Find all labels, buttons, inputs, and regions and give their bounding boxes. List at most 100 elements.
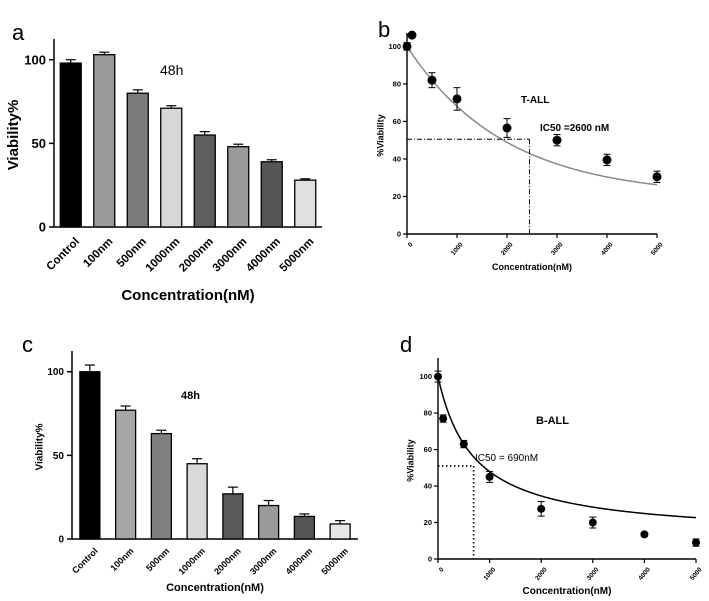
category-label: 5000nm — [319, 546, 350, 577]
x-axis-title: Concentration(nM) — [492, 262, 572, 272]
y-axis-title: Viability% — [35, 423, 46, 470]
bar — [293, 515, 316, 540]
bar — [114, 409, 137, 540]
data-point — [439, 414, 448, 423]
series-label: B-ALL — [536, 415, 569, 427]
bar — [260, 161, 283, 228]
y-axis-title: Viability% — [5, 100, 22, 171]
bar — [222, 493, 244, 540]
y-tick-label: 100 — [388, 42, 401, 51]
fit-curve — [437, 376, 697, 519]
bar — [126, 92, 149, 228]
category-label: 500nm — [144, 546, 171, 573]
category-label: Control — [45, 236, 82, 273]
bar — [160, 107, 183, 228]
x-tick-label: 3000 — [550, 241, 565, 257]
annotation-48h: 48h — [181, 390, 200, 402]
category-label: 100nm — [108, 546, 135, 573]
category-label: 1000nm — [176, 546, 207, 577]
y-tick-label: 20 — [424, 518, 432, 527]
bar — [150, 432, 173, 540]
bar — [59, 62, 82, 228]
data-point — [502, 123, 512, 133]
y-tick-label: 80 — [393, 79, 401, 88]
bar — [186, 463, 208, 540]
y-tick-label: 80 — [424, 409, 432, 418]
data-point — [602, 155, 612, 165]
category-label: 4000nm — [244, 236, 283, 275]
category-label: 3000nm — [248, 546, 279, 577]
bar — [227, 146, 250, 228]
y-tick-label: 0 — [428, 555, 432, 564]
data-point — [427, 75, 437, 85]
data-point — [434, 372, 442, 381]
data-point — [552, 135, 562, 145]
category-label: 1000nm — [144, 236, 183, 275]
x-tick-label: 1000 — [450, 241, 465, 257]
category-label: 5000nm — [278, 236, 317, 275]
ic50-label: IC50 =2600 nM — [540, 123, 609, 134]
x-tick-label: 0 — [438, 566, 446, 574]
x-tick-label: 5000 — [689, 566, 704, 582]
ic50-label: IC50 = 690nM — [475, 453, 538, 464]
y-tick-label: 50 — [32, 136, 46, 151]
data-point — [588, 518, 597, 527]
data-point — [452, 94, 462, 104]
category-label: Control — [70, 546, 100, 576]
bar — [79, 371, 101, 540]
y-tick-label: 20 — [393, 192, 401, 201]
x-axis-title: Concentration(nM) — [121, 287, 254, 304]
y-tick-label: 40 — [424, 482, 432, 491]
y-tick-label: 100 — [47, 367, 64, 378]
data-point — [537, 504, 546, 513]
category-label: 3000nm — [211, 236, 250, 275]
data-point — [407, 30, 417, 40]
panel-label: c — [22, 332, 33, 357]
category-label: 2000nm — [212, 546, 243, 577]
x-tick-label: 4000 — [600, 241, 615, 257]
data-point — [652, 172, 662, 182]
y-tick-label: 100 — [24, 52, 46, 67]
panel-label: a — [12, 20, 25, 45]
x-tick-label: 4000 — [637, 566, 652, 582]
y-tick-label: 60 — [393, 117, 401, 126]
y-axis-title: %Viability — [405, 439, 415, 481]
y-tick-label: 50 — [53, 451, 65, 462]
bar — [193, 134, 216, 228]
x-tick-label: 2000 — [500, 241, 515, 257]
x-tick-label: 2000 — [534, 566, 549, 582]
x-tick-label: 1000 — [483, 566, 498, 582]
series-label: T-ALL — [521, 95, 549, 106]
data-point — [485, 472, 494, 481]
y-tick-label: 60 — [424, 445, 432, 454]
bar — [93, 54, 116, 228]
y-tick-label: 40 — [393, 154, 401, 163]
fit-curve — [406, 45, 658, 186]
panel-label: d — [400, 332, 412, 357]
data-point — [459, 440, 468, 449]
bar — [294, 179, 317, 228]
chart-panel-c: c 0 50 100 Control 100nm 500nm 1000nm 2000nm 3000… — [22, 332, 358, 594]
x-axis-title: Concentration(nM) — [523, 586, 612, 597]
data-point — [402, 41, 412, 51]
data-point — [640, 530, 649, 539]
panel-label: b — [378, 17, 390, 42]
y-axis-title: %Viability — [375, 114, 385, 156]
x-axis-title: Concentration(nM) — [166, 582, 264, 594]
y-tick-label: 0 — [39, 220, 46, 235]
y-tick-label: 100 — [419, 372, 432, 381]
bar — [329, 523, 351, 540]
y-tick-label: 0 — [58, 535, 64, 546]
x-tick-label: 0 — [407, 241, 415, 249]
category-label: 2000nm — [177, 236, 216, 275]
category-label: 4000nm — [284, 546, 315, 577]
x-tick-label: 3000 — [586, 566, 601, 582]
x-tick-label: 5000 — [650, 241, 665, 257]
y-tick-label: 0 — [397, 230, 401, 239]
bar — [257, 504, 280, 540]
annotation-48h: 48h — [160, 62, 183, 78]
